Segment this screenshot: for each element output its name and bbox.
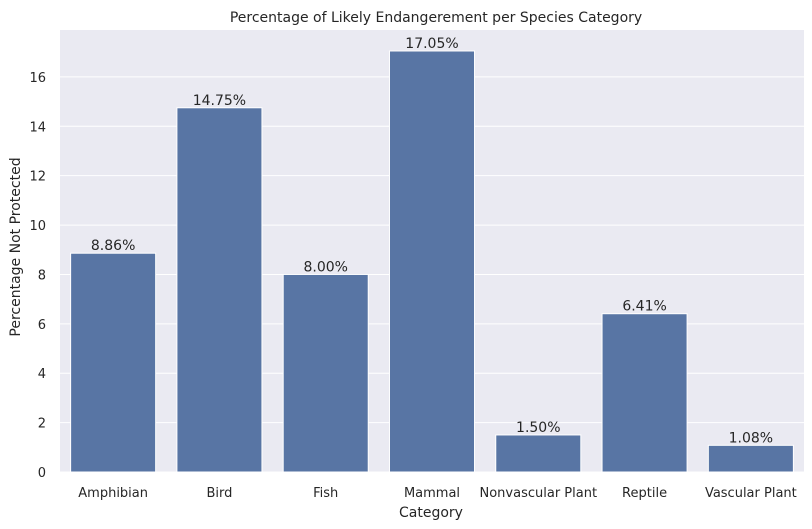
y-tick-label: 6 [38, 318, 46, 333]
bar-nonvascular-plant [495, 434, 582, 473]
bar-bird [176, 107, 263, 473]
x-tick-label: Mammal [404, 486, 460, 501]
x-tick-label: Nonvascular Plant [480, 486, 598, 501]
chart-title: Percentage of Likely Endangerement per S… [230, 10, 642, 26]
bar-amphibian [70, 252, 157, 473]
x-tick-label: Reptile [622, 486, 667, 501]
bar-vascular-plant [707, 444, 794, 473]
y-tick-label: 2 [38, 417, 46, 432]
y-tick-label: 0 [38, 466, 46, 481]
bar-value-label: 6.41% [622, 299, 666, 315]
x-tick-label: Fish [313, 486, 338, 501]
y-tick-label: 16 [29, 71, 46, 86]
y-axis-label: Percentage Not Protected [8, 157, 24, 336]
bars [70, 50, 794, 473]
y-tick-label: 14 [29, 120, 46, 135]
bar-value-label: 8.00% [303, 259, 347, 275]
x-tick-label: Amphibian [78, 486, 148, 501]
bar-value-label: 17.05% [405, 36, 458, 52]
bar-value-label: 1.50% [516, 420, 560, 436]
y-tick-label: 4 [38, 367, 46, 382]
data-labels: 8.86% 14.75% 8.00% 17.05% 1.50% 6.41% 1.08% [91, 36, 773, 446]
x-axis-label: Category [399, 505, 463, 521]
y-tick-label: 12 [29, 170, 46, 185]
y-tick-label: 10 [29, 219, 46, 234]
y-tick-label: 8 [38, 268, 46, 283]
x-tick-label: Vascular Plant [705, 486, 797, 501]
bar-mammal [388, 50, 476, 473]
x-tick-label: Bird [206, 486, 232, 501]
bar-value-label: 1.08% [729, 430, 773, 446]
bar-fish [282, 273, 369, 473]
bar-value-label: 8.86% [91, 238, 135, 254]
axis-ticks: 0 2 4 6 8 10 12 14 16 Amphibian Bird Fish Mammal Nonv… [29, 71, 796, 501]
bar-value-label: 14.75% [193, 93, 246, 109]
bar-reptile [601, 313, 688, 473]
